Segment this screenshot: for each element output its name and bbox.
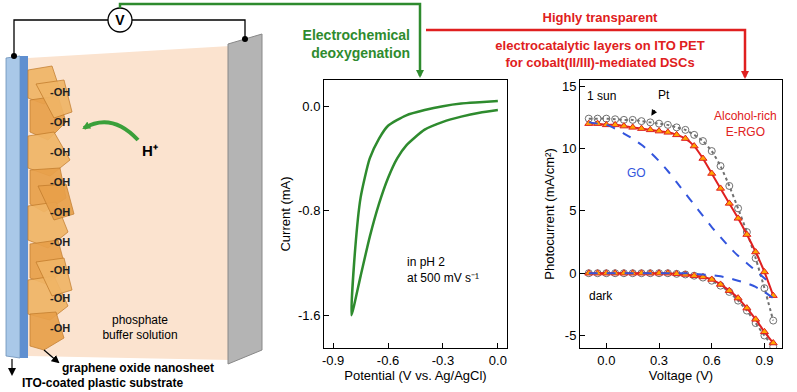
svg-text:-OH: -OH (50, 206, 70, 218)
svg-text:Photocurrent (mA/cm²): Photocurrent (mA/cm²) (542, 148, 557, 279)
svg-text:electrocatalytic layers on ITO: electrocatalytic layers on ITO PET (495, 38, 704, 53)
svg-text:-OH: -OH (50, 86, 70, 98)
svg-text:-OH: -OH (50, 116, 70, 128)
svg-text:-0.9: -0.9 (322, 353, 344, 368)
svg-text:10: 10 (562, 141, 576, 156)
svg-text:graphene oxide nanosheet: graphene oxide nanosheet (62, 361, 214, 375)
svg-text:0.3: 0.3 (650, 353, 668, 368)
svg-text:for cobalt(II/III)-mediated DS: for cobalt(II/III)-mediated DSCs (505, 55, 694, 70)
svg-text:0.0: 0.0 (302, 99, 320, 114)
svg-text:ITO-coated plastic substrate: ITO-coated plastic substrate (22, 376, 183, 390)
svg-text:Voltage (V): Voltage (V) (649, 368, 713, 383)
svg-text:-0.3: -0.3 (432, 353, 454, 368)
svg-text:GO: GO (627, 166, 646, 180)
svg-text:-OH: -OH (50, 264, 70, 276)
svg-text:Electrochemical: Electrochemical (303, 27, 410, 43)
svg-text:-5: -5 (565, 328, 577, 343)
svg-text:0.0: 0.0 (597, 353, 615, 368)
svg-text:-0.6: -0.6 (377, 353, 399, 368)
svg-text:-1.6: -1.6 (298, 308, 320, 323)
svg-text:-OH: -OH (50, 322, 70, 334)
svg-text:Pt: Pt (658, 88, 670, 102)
svg-text:0.6: 0.6 (703, 353, 721, 368)
svg-text:Highly transparent: Highly transparent (543, 10, 659, 25)
svg-text:15: 15 (562, 79, 576, 94)
svg-text:V: V (115, 12, 125, 28)
svg-text:-0.8: -0.8 (298, 203, 320, 218)
svg-text:Potential (V vs. Ag/AgCl): Potential (V vs. Ag/AgCl) (344, 368, 486, 383)
svg-text:0.9: 0.9 (755, 353, 773, 368)
svg-text:0.0: 0.0 (489, 353, 507, 368)
svg-text:Current (mA): Current (mA) (278, 176, 293, 251)
svg-text:0: 0 (569, 266, 576, 281)
svg-text:H⁺: H⁺ (142, 142, 158, 159)
svg-text:5: 5 (569, 203, 576, 218)
svg-text:Alcohol-richE-RGO: Alcohol-richE-RGO (714, 109, 777, 139)
svg-text:-OH: -OH (50, 146, 70, 158)
svg-text:buffer solution: buffer solution (102, 328, 177, 342)
svg-text:in pH 2at 500 mV s⁻¹: in pH 2at 500 mV s⁻¹ (407, 255, 479, 285)
svg-text:deoxygenation: deoxygenation (311, 45, 410, 61)
svg-text:-OH: -OH (50, 292, 70, 304)
svg-text:1 sun: 1 sun (587, 89, 616, 103)
svg-text:-OH: -OH (50, 236, 70, 248)
svg-text:dark: dark (589, 289, 613, 303)
svg-text:-OH: -OH (50, 176, 70, 188)
svg-text:phosphate: phosphate (112, 313, 168, 327)
